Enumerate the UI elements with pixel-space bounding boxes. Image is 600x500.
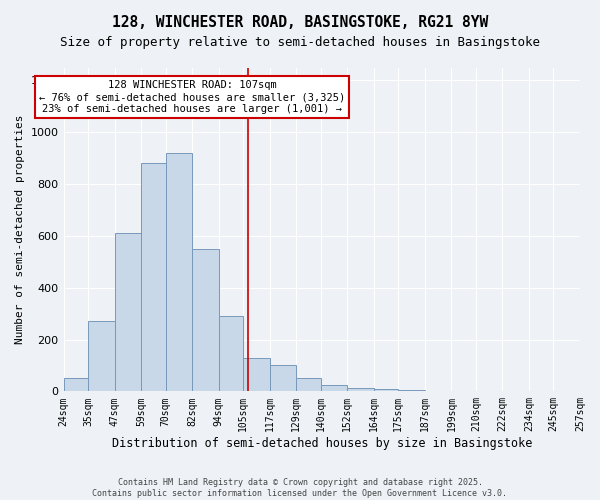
Y-axis label: Number of semi-detached properties: Number of semi-detached properties bbox=[15, 114, 25, 344]
Bar bbox=[219, 316, 243, 392]
Bar bbox=[115, 234, 141, 392]
Bar bbox=[374, 390, 398, 392]
Bar bbox=[296, 378, 320, 392]
Bar bbox=[88, 322, 115, 392]
Text: Contains HM Land Registry data © Crown copyright and database right 2025.
Contai: Contains HM Land Registry data © Crown c… bbox=[92, 478, 508, 498]
Bar bbox=[166, 153, 192, 392]
Text: 128 WINCHESTER ROAD: 107sqm
← 76% of semi-detached houses are smaller (3,325)
23: 128 WINCHESTER ROAD: 107sqm ← 76% of sem… bbox=[39, 80, 345, 114]
Text: Size of property relative to semi-detached houses in Basingstoke: Size of property relative to semi-detach… bbox=[60, 36, 540, 49]
Bar bbox=[243, 358, 269, 392]
Bar bbox=[425, 390, 451, 392]
Bar bbox=[192, 249, 219, 392]
Bar bbox=[451, 391, 476, 392]
Bar bbox=[269, 366, 296, 392]
Bar bbox=[347, 388, 374, 392]
Bar bbox=[398, 390, 425, 392]
Text: 128, WINCHESTER ROAD, BASINGSTOKE, RG21 8YW: 128, WINCHESTER ROAD, BASINGSTOKE, RG21 … bbox=[112, 15, 488, 30]
X-axis label: Distribution of semi-detached houses by size in Basingstoke: Distribution of semi-detached houses by … bbox=[112, 437, 532, 450]
Bar bbox=[141, 164, 166, 392]
Bar bbox=[64, 378, 88, 392]
Bar bbox=[320, 385, 347, 392]
Bar bbox=[476, 391, 502, 392]
